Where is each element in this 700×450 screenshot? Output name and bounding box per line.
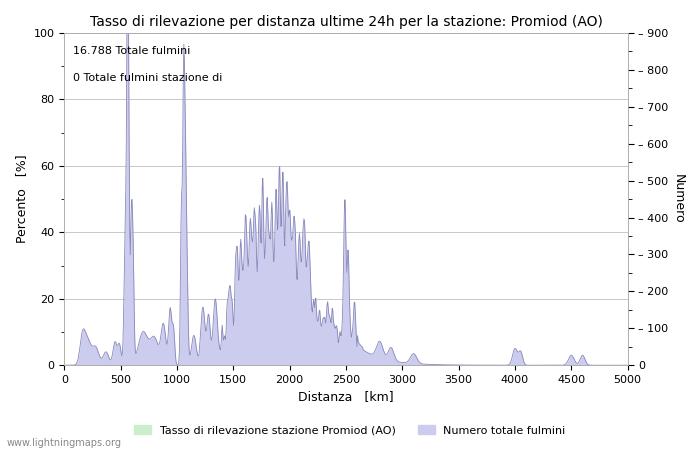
- Title: Tasso di rilevazione per distanza ultime 24h per la stazione: Promiod (AO): Tasso di rilevazione per distanza ultime…: [90, 15, 603, 29]
- Y-axis label: Percento   [%]: Percento [%]: [15, 155, 28, 243]
- Text: www.lightningmaps.org: www.lightningmaps.org: [7, 438, 122, 448]
- X-axis label: Distanza   [km]: Distanza [km]: [298, 391, 394, 404]
- Legend: Tasso di rilevazione stazione Promiod (AO), Numero totale fulmini: Tasso di rilevazione stazione Promiod (A…: [130, 421, 570, 440]
- Text: 16.788 Totale fulmini: 16.788 Totale fulmini: [73, 46, 190, 56]
- Text: 0 Totale fulmini stazione di: 0 Totale fulmini stazione di: [73, 73, 222, 83]
- Y-axis label: Numero: Numero: [672, 174, 685, 224]
